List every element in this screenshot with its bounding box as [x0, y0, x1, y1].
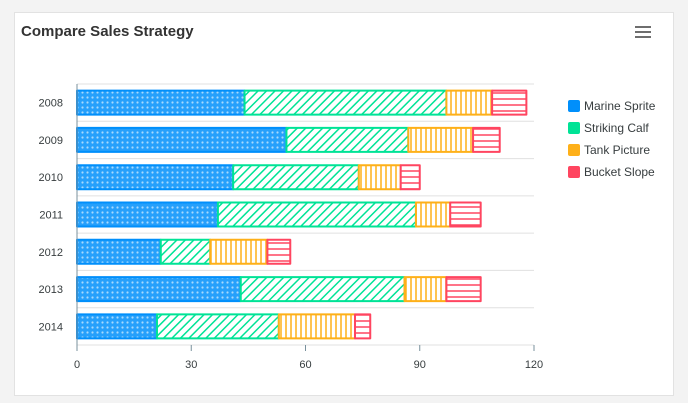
y-tick-label: 2013: [39, 284, 63, 296]
bar-striking-calf-2009[interactable]: [285, 126, 410, 153]
y-tick-label: 2009: [39, 135, 63, 147]
x-tick-label: 0: [74, 359, 80, 371]
bar-bucket-slope-2014[interactable]: [354, 313, 372, 340]
bar-tank-picture-2009[interactable]: [407, 126, 475, 153]
x-tick-label: 90: [414, 359, 426, 371]
legend-marker: [568, 122, 580, 134]
legend-label: Bucket Slope: [584, 165, 655, 179]
bar-bucket-slope-2012[interactable]: [266, 238, 292, 265]
chart-legend: Marine Sprite Striking Calf Tank Picture Bu…: [568, 95, 655, 183]
legend-item-striking-calf[interactable]: Striking Calf: [568, 117, 655, 139]
bar-marine-sprite-2009[interactable]: [76, 126, 288, 153]
legend-label: Tank Picture: [584, 143, 651, 157]
bar-striking-calf-2013[interactable]: [239, 276, 406, 303]
bar-tank-picture-2011[interactable]: [414, 201, 452, 228]
bar-marine-sprite-2011[interactable]: [76, 201, 219, 228]
bar-bucket-slope-2008[interactable]: [491, 89, 528, 116]
legend-item-tank-picture[interactable]: Tank Picture: [568, 139, 655, 161]
legend-marker: [568, 166, 580, 178]
bar-tank-picture-2008[interactable]: [445, 89, 494, 116]
bar-tank-picture-2013[interactable]: [403, 276, 448, 303]
bar-marine-sprite-2008[interactable]: [76, 89, 246, 116]
bar-marine-sprite-2010[interactable]: [76, 164, 235, 191]
bar-bucket-slope-2010[interactable]: [399, 164, 421, 191]
bar-bucket-slope-2011[interactable]: [449, 201, 482, 228]
bar-marine-sprite-2014[interactable]: [76, 313, 158, 340]
y-tick-label: 2008: [39, 98, 63, 110]
bar-marine-sprite-2013[interactable]: [76, 276, 242, 303]
bar-tank-picture-2012[interactable]: [209, 238, 269, 265]
bar-marine-sprite-2012[interactable]: [76, 238, 162, 265]
x-tick-label: 120: [525, 359, 543, 371]
legend-item-marine-sprite[interactable]: Marine Sprite: [568, 95, 655, 117]
bar-striking-calf-2010[interactable]: [232, 164, 360, 191]
x-tick-label: 60: [299, 359, 311, 371]
legend-marker: [568, 144, 580, 156]
y-tick-label: 2014: [39, 321, 63, 333]
bar-striking-calf-2014[interactable]: [155, 313, 280, 340]
x-tick-label: 30: [185, 359, 197, 371]
bar-bucket-slope-2013[interactable]: [445, 276, 482, 303]
y-tick-label: 2011: [39, 210, 63, 222]
legend-marker: [568, 100, 580, 112]
bar-tank-picture-2014[interactable]: [277, 313, 357, 340]
y-tick-label: 2010: [39, 172, 63, 184]
bar-striking-calf-2008[interactable]: [243, 89, 448, 116]
menu-icon[interactable]: [635, 26, 651, 38]
bar-striking-calf-2011[interactable]: [216, 201, 417, 228]
y-tick-label: 2012: [39, 247, 63, 259]
legend-label: Marine Sprite: [584, 99, 656, 113]
bar-tank-picture-2010[interactable]: [357, 164, 402, 191]
chart-title: Compare Sales Strategy: [21, 23, 194, 40]
legend-label: Striking Calf: [584, 121, 649, 135]
bar-bucket-slope-2009[interactable]: [472, 126, 501, 153]
bar-striking-calf-2012[interactable]: [159, 238, 212, 265]
legend-item-bucket-slope[interactable]: Bucket Slope: [568, 161, 655, 183]
